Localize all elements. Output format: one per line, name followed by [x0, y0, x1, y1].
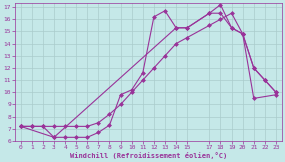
X-axis label: Windchill (Refroidissement éolien,°C): Windchill (Refroidissement éolien,°C) [70, 151, 227, 159]
